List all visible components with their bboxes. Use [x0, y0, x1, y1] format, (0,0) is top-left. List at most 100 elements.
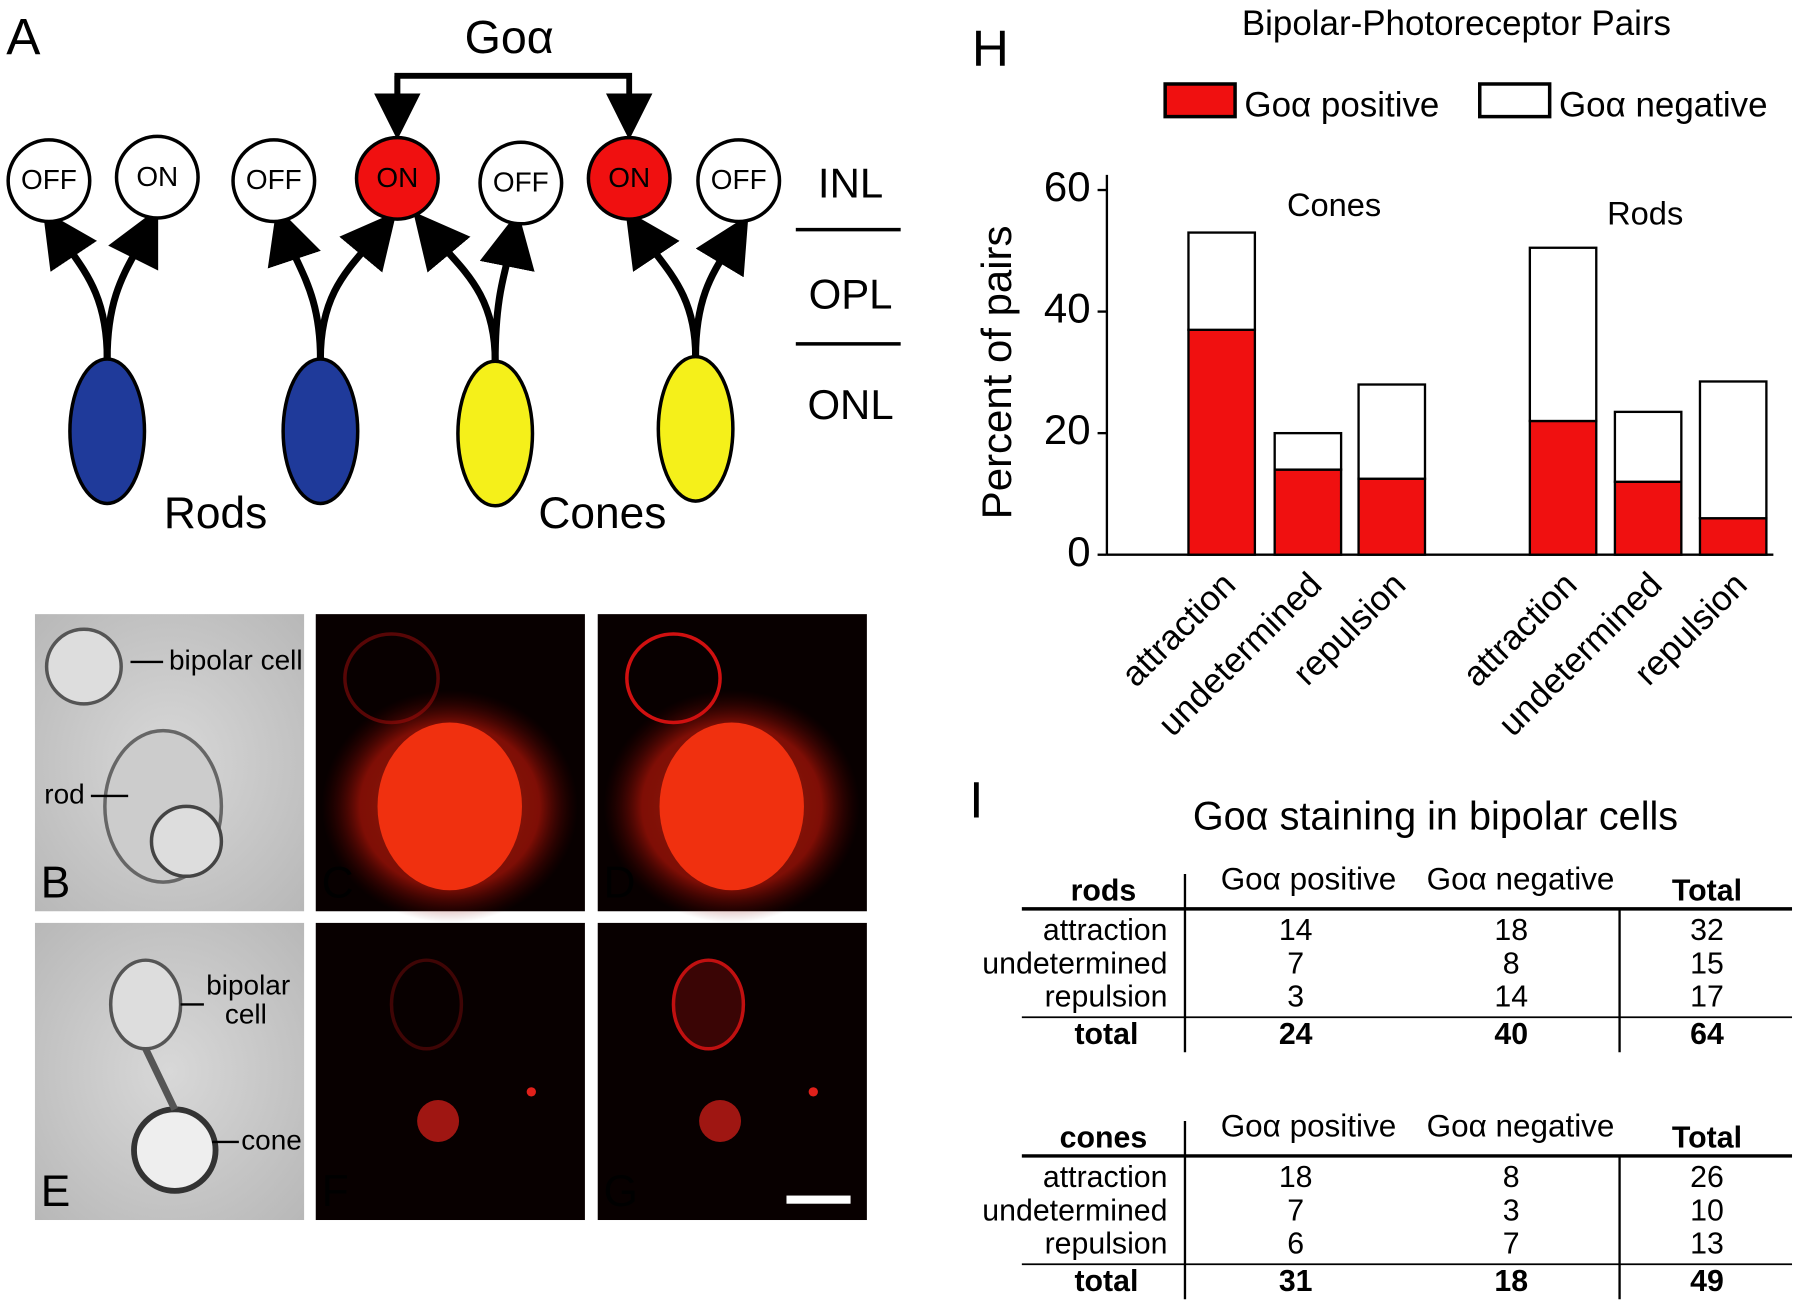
- annotation: bipolar cell: [169, 644, 303, 675]
- column-header: Goα positive: [1221, 1108, 1396, 1143]
- bipolar-cell: [478, 140, 564, 226]
- row-label: repulsion: [1045, 981, 1168, 1014]
- row-label: attraction: [1043, 914, 1168, 947]
- diagram-arrows: [42, 72, 749, 362]
- bipolar-cell: [696, 138, 782, 224]
- fluorescence: [699, 1100, 742, 1142]
- bar-segment: [1187, 231, 1257, 331]
- row-label: undetermined: [982, 1194, 1167, 1227]
- legend-swatch: [1163, 82, 1237, 119]
- bipolar-cell: [354, 135, 440, 221]
- legend-label: Goα positive: [1244, 86, 1439, 125]
- cell-label: OFF: [246, 164, 302, 195]
- table-cell: 13: [1690, 1228, 1724, 1261]
- fluorescence: [377, 722, 522, 891]
- panel-label: D: [604, 858, 636, 907]
- cell-label: OFF: [493, 167, 549, 198]
- table-cell: 64: [1690, 1018, 1724, 1051]
- scale-bar: [786, 1195, 851, 1204]
- row-label: repulsion: [1045, 1228, 1168, 1261]
- micrograph: [597, 922, 867, 1221]
- layer-label: ONL: [807, 381, 893, 428]
- y-axis-label: Percent of pairs: [973, 226, 1020, 520]
- bar-segment: [1357, 477, 1427, 556]
- panel-label: I: [969, 772, 983, 829]
- panel-label: H: [972, 20, 1009, 77]
- legend-label: Goα negative: [1559, 86, 1768, 125]
- bar-segment: [1613, 480, 1683, 556]
- legend-swatch: [1478, 82, 1552, 119]
- panel-label: F: [322, 1167, 349, 1216]
- photoreceptor: [656, 354, 735, 503]
- photoreceptor: [281, 357, 360, 506]
- cell-label: OFF: [21, 164, 77, 195]
- table-cell: 8: [1503, 947, 1520, 980]
- fluorescence: [389, 958, 464, 1051]
- panel-label: A: [6, 8, 41, 65]
- cell-outline: [131, 1106, 219, 1194]
- table-cell: 18: [1494, 1265, 1528, 1298]
- column-header: Goα negative: [1427, 1108, 1615, 1143]
- table-header: cones: [1060, 1122, 1148, 1155]
- cell-label: ON: [608, 162, 650, 193]
- bar-segment: [1528, 246, 1598, 423]
- table-cell: 7: [1287, 1194, 1304, 1227]
- table-cell: 7: [1503, 1228, 1520, 1261]
- y-tick-label: 0: [1067, 528, 1090, 575]
- annotation: rod: [44, 778, 84, 809]
- bar-segment: [1357, 383, 1427, 480]
- row-label: undetermined: [982, 947, 1167, 980]
- bipolar-cell: [6, 138, 92, 224]
- fluorescence: [526, 1087, 536, 1097]
- bipolar-cell: [114, 134, 200, 220]
- table-cell: 15: [1690, 947, 1724, 980]
- layer-label: INL: [818, 160, 883, 207]
- panel-label: E: [41, 1167, 71, 1216]
- table-cell: 14: [1494, 981, 1528, 1014]
- table-cell: 49: [1690, 1265, 1724, 1298]
- table-cell: 18: [1279, 1161, 1313, 1194]
- table-cell: 31: [1279, 1265, 1313, 1298]
- photoreceptor: [456, 359, 535, 508]
- column-header: Total: [1672, 1122, 1742, 1155]
- cell-outline: [44, 627, 123, 706]
- table-title: Goα staining in bipolar cells: [1193, 795, 1678, 839]
- panel-label: G: [604, 1167, 638, 1216]
- row-label: attraction: [1043, 1161, 1168, 1194]
- bar-segment: [1273, 431, 1343, 471]
- row-label: total: [1074, 1265, 1138, 1298]
- column-header: Total: [1672, 875, 1742, 908]
- table-cell: 18: [1494, 914, 1528, 947]
- table-cell: 3: [1503, 1194, 1520, 1227]
- bar-segment: [1528, 419, 1598, 556]
- column-header: Goα negative: [1427, 861, 1615, 896]
- group-label: Cones: [1287, 186, 1381, 223]
- table-cell: 26: [1690, 1161, 1724, 1194]
- fluorescence: [659, 722, 804, 891]
- table-header: rods: [1071, 875, 1137, 908]
- bar-segment: [1273, 468, 1343, 556]
- table-cell: 24: [1279, 1018, 1313, 1051]
- column-header: Goα positive: [1221, 861, 1396, 896]
- bar-segment: [1698, 517, 1768, 556]
- bar-segment: [1698, 380, 1768, 520]
- cell-label: ON: [136, 161, 178, 192]
- y-tick-label: 40: [1044, 285, 1091, 332]
- micrograph: [315, 922, 585, 1221]
- cell-outline: [142, 1047, 178, 1111]
- table-cell: 7: [1287, 947, 1304, 980]
- bipolar-cell: [586, 135, 672, 221]
- table-cell: 40: [1494, 1018, 1528, 1051]
- table-cell: 10: [1690, 1194, 1724, 1227]
- cell-outline: [108, 958, 183, 1051]
- group-label: Cones: [538, 489, 666, 538]
- bar-segment: [1187, 328, 1257, 556]
- group-label: Rods: [1607, 194, 1683, 231]
- chart-title: Bipolar-Photoreceptor Pairs: [1242, 4, 1671, 43]
- photoreceptor: [68, 357, 147, 506]
- bar-segment: [1613, 410, 1683, 483]
- fluorescence: [625, 632, 722, 725]
- fluorescence: [417, 1100, 460, 1142]
